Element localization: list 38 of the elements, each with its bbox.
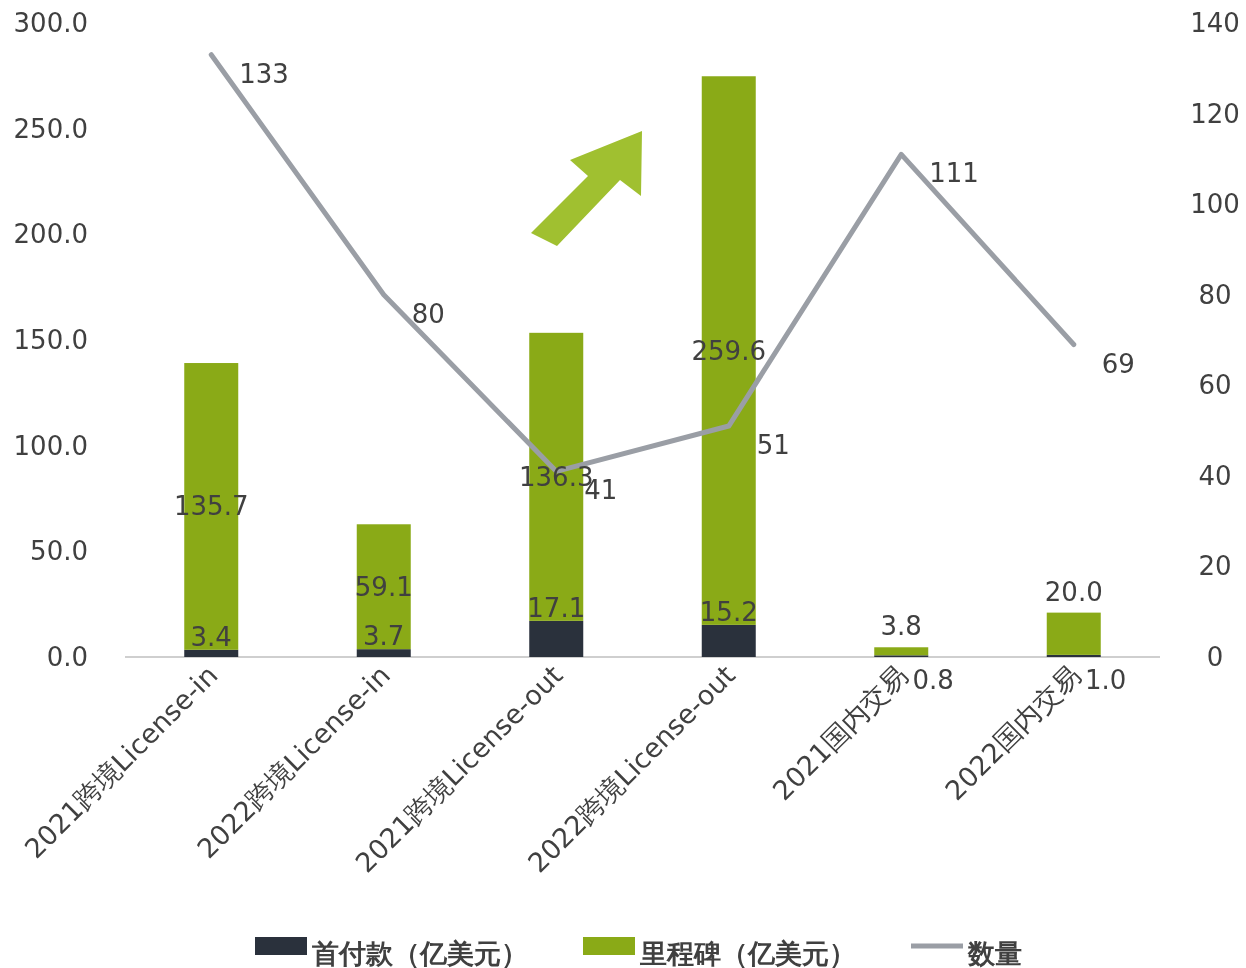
- bar: [184, 649, 239, 657]
- bar: [701, 624, 756, 657]
- bar: [1046, 612, 1101, 655]
- y-tick-label: 300.0: [13, 8, 88, 38]
- y2-tick-label: 40: [1198, 460, 1232, 491]
- y2-tick-label: 20: [1198, 551, 1232, 582]
- y2-tick-label: 0: [1206, 642, 1224, 672]
- y2-tick-label: 140: [1190, 8, 1240, 38]
- data-label: 3.8: [880, 611, 922, 642]
- data-label: 17.1: [527, 592, 586, 623]
- y-tick-label: 100.0: [13, 430, 88, 461]
- bar: [1046, 654, 1101, 657]
- bar: [874, 647, 929, 656]
- y2-tick-label: 100: [1190, 189, 1240, 220]
- y2-tick-label: 120: [1190, 98, 1240, 129]
- bar: [529, 620, 584, 657]
- legend-label: 首付款（亿美元）: [311, 938, 528, 968]
- y-tick-label: 50.0: [30, 536, 88, 567]
- data-label: 15.2: [699, 596, 758, 627]
- data-label: 51: [756, 430, 790, 461]
- y-tick-label: 0.0: [46, 642, 88, 672]
- y-tick-label: 200.0: [13, 219, 88, 250]
- y-tick-label: 250.0: [13, 113, 88, 144]
- y2-tick-label: 80: [1198, 279, 1232, 310]
- data-label: 20.0: [1044, 576, 1103, 607]
- legend-label: 数量: [967, 938, 1022, 968]
- data-label: 111: [929, 158, 979, 189]
- y-tick-label: 150.0: [13, 325, 88, 355]
- data-label: 3.4: [190, 621, 232, 652]
- legend-label: 里程碑（亿美元）: [639, 938, 856, 968]
- data-label: 0.8: [912, 665, 954, 695]
- data-label: 133: [239, 58, 289, 89]
- bar: [356, 649, 411, 657]
- y2-tick-label: 60: [1198, 370, 1232, 401]
- data-label: 69: [1101, 348, 1135, 379]
- data-label: 80: [411, 298, 445, 329]
- data-label: 1.0: [1085, 665, 1127, 695]
- data-label: 3.7: [363, 621, 405, 652]
